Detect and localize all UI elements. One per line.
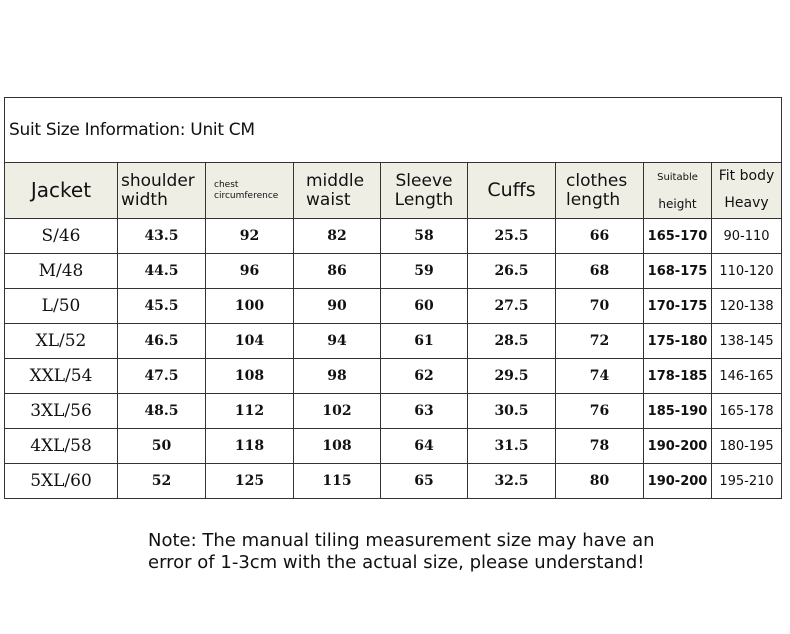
cell-waist: 98 <box>293 358 381 394</box>
cell-shoulder-width: 44.5 <box>117 253 206 289</box>
cell-fit-weight: 110-120 <box>710 253 783 289</box>
cell-size: XXL/54 <box>4 358 118 394</box>
cell-waist: 90 <box>293 288 381 324</box>
cell-fit-weight: 195-210 <box>710 463 783 499</box>
cell-waist: 108 <box>293 428 381 464</box>
cell-clothes-length: 78 <box>555 428 644 464</box>
cell-fit-weight: 120-138 <box>710 288 783 324</box>
measurement-note: Note: The manual tiling measurement size… <box>148 530 655 574</box>
cell-clothes-length: 66 <box>555 218 644 254</box>
cell-clothes-length: 70 <box>555 288 644 324</box>
cell-suitable-height: 170-175 <box>643 288 712 324</box>
cell-clothes-length: 76 <box>555 393 644 429</box>
note-line-2: error of 1-3cm with the actual size, ple… <box>148 552 645 573</box>
size-table: Suit Size Information: Unit CM Jacket sh… <box>3 97 783 499</box>
cell-waist: 102 <box>293 393 381 429</box>
table-row: 5XL/60 52 125 115 65 32.5 80 190-200 195-210 <box>4 463 783 499</box>
cell-chest: 104 <box>205 323 294 359</box>
table-row: XXL/54 47.5 108 98 62 29.5 74 178-185 146-165 <box>4 358 783 394</box>
cell-suitable-height: 185-190 <box>643 393 712 429</box>
header-jacket: Jacket <box>4 162 118 219</box>
header-sleeve: Sleeve Length <box>380 162 468 219</box>
cell-sleeve-length: 62 <box>380 358 468 394</box>
header-height: Suitable height <box>643 162 712 219</box>
cell-size: S/46 <box>4 218 118 254</box>
cell-shoulder-width: 46.5 <box>117 323 206 359</box>
cell-shoulder-width: 43.5 <box>117 218 206 254</box>
cell-chest: 125 <box>205 463 294 499</box>
table-row: XL/52 46.5 104 94 61 28.5 72 175-180 138-145 <box>4 323 783 359</box>
cell-size: L/50 <box>4 288 118 324</box>
cell-suitable-height: 190-200 <box>643 428 712 464</box>
cell-chest: 118 <box>205 428 294 464</box>
cell-size: 3XL/56 <box>4 393 118 429</box>
cell-sleeve-length: 59 <box>380 253 468 289</box>
header-length: clothes length <box>555 162 644 219</box>
cell-cuffs: 26.5 <box>467 253 556 289</box>
table-row: S/46 43.5 92 82 58 25.5 66 165-170 90-110 <box>4 218 783 254</box>
cell-sleeve-length: 64 <box>380 428 468 464</box>
cell-fit-weight: 165-178 <box>710 393 783 429</box>
cell-shoulder-width: 52 <box>117 463 206 499</box>
cell-chest: 96 <box>205 253 294 289</box>
table-title: Suit Size Information: Unit CM <box>3 97 783 163</box>
table-row: L/50 45.5 100 90 60 27.5 70 170-175 120-138 <box>4 288 783 324</box>
cell-size: 4XL/58 <box>4 428 118 464</box>
cell-waist: 115 <box>293 463 381 499</box>
cell-shoulder-width: 48.5 <box>117 393 206 429</box>
cell-chest: 100 <box>205 288 294 324</box>
header-cuffs: Cuffs <box>467 162 556 219</box>
cell-suitable-height: 190-200 <box>643 463 712 499</box>
note-line-1: Note: The manual tiling measurement size… <box>148 530 655 551</box>
cell-sleeve-length: 60 <box>380 288 468 324</box>
cell-cuffs: 32.5 <box>467 463 556 499</box>
cell-fit-weight: 138-145 <box>710 323 783 359</box>
cell-suitable-height: 168-175 <box>643 253 712 289</box>
cell-cuffs: 29.5 <box>467 358 556 394</box>
cell-waist: 94 <box>293 323 381 359</box>
table-row: 4XL/58 50 118 108 64 31.5 78 190-200 180-195 <box>4 428 783 464</box>
cell-fit-weight: 90-110 <box>710 218 783 254</box>
header-shoulder: shoulder width <box>117 162 206 219</box>
cell-size: 5XL/60 <box>4 463 118 499</box>
cell-clothes-length: 74 <box>555 358 644 394</box>
cell-size: XL/52 <box>4 323 118 359</box>
cell-clothes-length: 80 <box>555 463 644 499</box>
cell-cuffs: 31.5 <box>467 428 556 464</box>
cell-cuffs: 30.5 <box>467 393 556 429</box>
cell-shoulder-width: 45.5 <box>117 288 206 324</box>
cell-shoulder-width: 47.5 <box>117 358 206 394</box>
cell-waist: 86 <box>293 253 381 289</box>
cell-cuffs: 27.5 <box>467 288 556 324</box>
cell-sleeve-length: 61 <box>380 323 468 359</box>
table-row: M/48 44.5 96 86 59 26.5 68 168-175 110-120 <box>4 253 783 289</box>
cell-suitable-height: 178-185 <box>643 358 712 394</box>
cell-chest: 92 <box>205 218 294 254</box>
cell-clothes-length: 72 <box>555 323 644 359</box>
table-row: 3XL/56 48.5 112 102 63 30.5 76 185-190 165-178 <box>4 393 783 429</box>
header-chest: chest circumference <box>205 162 294 219</box>
cell-shoulder-width: 50 <box>117 428 206 464</box>
cell-clothes-length: 68 <box>555 253 644 289</box>
cell-sleeve-length: 65 <box>380 463 468 499</box>
cell-sleeve-length: 58 <box>380 218 468 254</box>
cell-size: M/48 <box>4 253 118 289</box>
header-weight: Fit body Heavy <box>710 162 783 219</box>
cell-sleeve-length: 63 <box>380 393 468 429</box>
cell-waist: 82 <box>293 218 381 254</box>
header-waist: middle waist <box>293 162 381 219</box>
cell-cuffs: 28.5 <box>467 323 556 359</box>
cell-suitable-height: 175-180 <box>643 323 712 359</box>
cell-suitable-height: 165-170 <box>643 218 712 254</box>
cell-fit-weight: 180-195 <box>710 428 783 464</box>
cell-cuffs: 25.5 <box>467 218 556 254</box>
header-row: Jacket shoulder width chest circumference … <box>4 162 783 219</box>
cell-fit-weight: 146-165 <box>710 358 783 394</box>
cell-chest: 108 <box>205 358 294 394</box>
cell-chest: 112 <box>205 393 294 429</box>
